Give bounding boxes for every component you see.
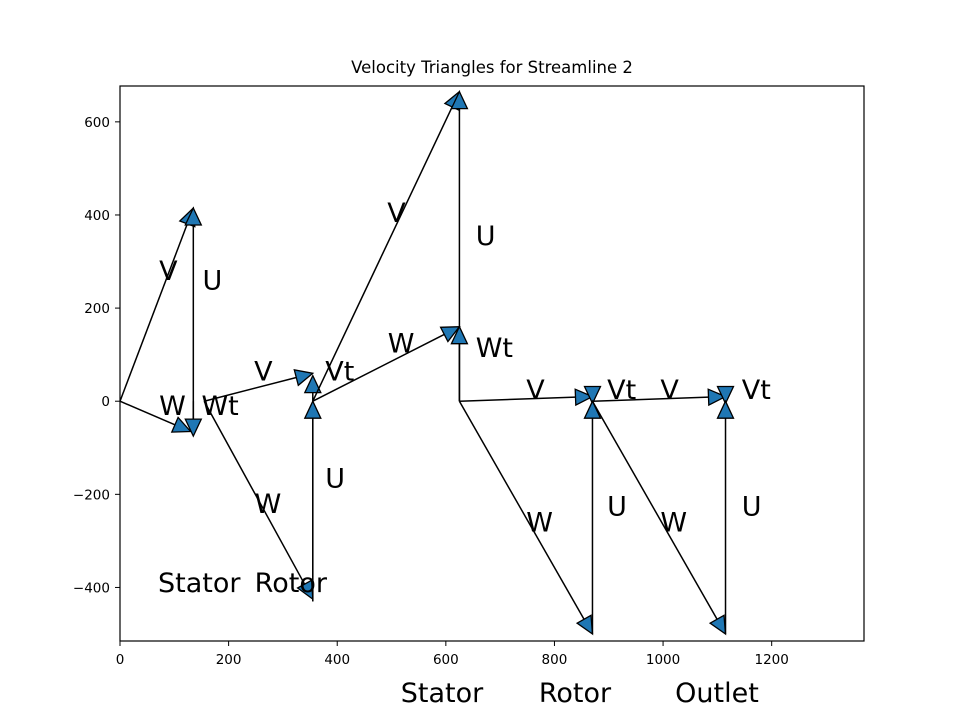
vector-w-head-18	[708, 614, 727, 636]
vector-label-v-4: V	[254, 356, 273, 387]
x-tick-label: 0	[116, 652, 125, 668]
axes: 0 200 400 600 800 1000 1200 −400 −200 0 200 400 600	[73, 115, 789, 668]
x-tick-label: 400	[324, 652, 350, 668]
y-tick-label: −400	[73, 580, 110, 596]
axes-frame	[119, 85, 865, 642]
vector-u-head-7	[303, 399, 322, 419]
vector-v-head-4	[293, 368, 315, 387]
vector-label-vt-17: Vt	[742, 375, 771, 406]
x-tick-label: 600	[433, 652, 459, 668]
vector-u-head-19	[716, 399, 735, 419]
vector-vt-head-13	[583, 385, 602, 406]
vector-w-line-6	[203, 400, 306, 585]
vector-label-vt-13: Vt	[607, 375, 636, 406]
vector-label-wt-3: Wt	[201, 391, 238, 422]
vector-vt-head-5	[303, 374, 322, 394]
vector-w-head-2	[170, 416, 193, 433]
chart-title: Velocity Triangles for Streamline 2	[351, 58, 633, 77]
vector-label-vt-5: Vt	[325, 356, 354, 387]
vector-label-u-9: U	[476, 221, 496, 252]
vector-label-w-18: W	[660, 508, 687, 539]
stage-label-outlet: Outlet	[675, 678, 759, 709]
x-tick-label: 200	[216, 652, 242, 668]
y-tick-label: −200	[73, 487, 110, 503]
vector-label-v-0: V	[159, 256, 178, 287]
vector-label-u-15: U	[607, 491, 627, 522]
vector-label-u-19: U	[742, 491, 762, 522]
vector-v-line-16	[592, 396, 709, 402]
vector-w-head-10	[439, 326, 461, 343]
vector-v-head-12	[574, 388, 595, 407]
vector-v-head-16	[707, 388, 728, 407]
vector-v-line-12	[459, 396, 576, 402]
vector-label-v-16: V	[660, 375, 679, 406]
vector-v-line-0	[119, 223, 188, 402]
stage-label-rotor: Rotor	[539, 678, 612, 709]
vector-label-u-1: U	[203, 265, 223, 296]
vector-label-u-7: U	[325, 463, 345, 494]
vector-label-v-12: V	[526, 375, 545, 406]
vector-v-line-4	[203, 376, 297, 402]
vector-u-head-9	[450, 90, 469, 110]
y-tick-label: 200	[84, 301, 110, 317]
vector-label-wt-11: Wt	[476, 333, 513, 364]
stage-label-stator: Stator	[401, 678, 484, 709]
vector-wt-head-3	[184, 418, 203, 438]
vector-label-stator-20: Stator	[158, 568, 241, 599]
x-tick-label: 1000	[646, 652, 680, 668]
vector-label-w-6: W	[255, 489, 282, 520]
y-tick-label: 400	[84, 208, 110, 224]
vector-w-line-2	[119, 400, 176, 426]
y-tick-label: 600	[84, 115, 110, 131]
vector-w-line-10	[312, 333, 445, 402]
vector-wt-head-11	[450, 325, 469, 345]
x-tick-label: 800	[542, 652, 568, 668]
vector-w-line-18	[591, 400, 718, 620]
x-tick-label: 1200	[754, 652, 788, 668]
vector-w-line-14	[458, 400, 585, 620]
vector-label-w-10: W	[388, 328, 415, 359]
vector-vt-head-17	[716, 385, 735, 406]
vector-label-v-8: V	[387, 198, 406, 229]
vector-v-line-8	[312, 106, 453, 402]
vector-w-head-14	[575, 614, 594, 636]
vector-label-w-14: W	[526, 508, 553, 539]
y-tick-label: 0	[101, 394, 110, 410]
vector-u-head-1	[184, 206, 203, 226]
vector-label-w-2: W	[159, 391, 186, 422]
vector-label-rotor-21: Rotor	[255, 568, 328, 599]
